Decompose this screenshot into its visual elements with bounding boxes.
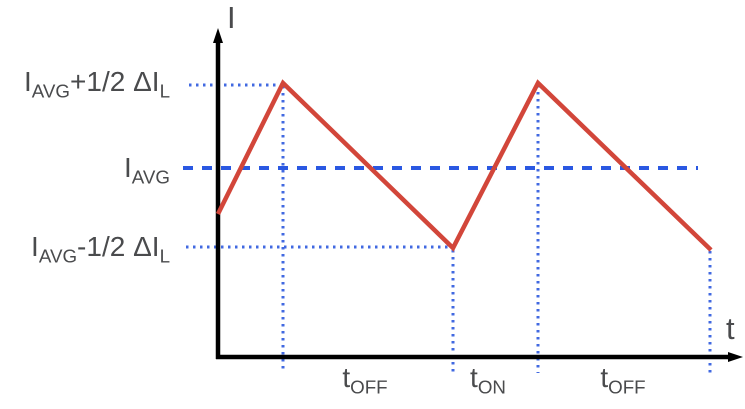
- t-off-1-base: t: [342, 362, 351, 393]
- y-axis-label: I: [227, 0, 236, 35]
- valley-level-label-mid: -1/2 ΔI: [77, 231, 160, 262]
- avg-level-label-base: I: [124, 152, 132, 183]
- avg-level-label-sub: AVG: [131, 166, 170, 188]
- t-off-2-label: tOFF: [575, 362, 671, 396]
- valley-level-label-base: I: [31, 231, 39, 262]
- t-on-base: t: [470, 362, 478, 393]
- avg-level-label: IAVG: [0, 152, 170, 186]
- peak-level-label-mid: +1/2 ΔI: [70, 66, 160, 97]
- t-on-label: tON: [440, 362, 536, 396]
- valley-level-label-sub2: L: [159, 245, 170, 267]
- t-off-2-sub: OFF: [608, 376, 646, 398]
- t-off-1-sub: OFF: [350, 376, 388, 398]
- inductor-current-waveform: [215, 79, 713, 252]
- peak-level-label-base: I: [24, 66, 32, 97]
- t-off-1-label: tOFF: [317, 362, 413, 396]
- peak-level-label: IAVG+1/2 ΔIL: [0, 66, 170, 100]
- y-axis-arrowhead: [213, 28, 223, 43]
- peak-level-label-sub1: AVG: [31, 80, 71, 102]
- t-on-sub: ON: [477, 376, 506, 398]
- valley-level-label-sub1: AVG: [38, 245, 78, 267]
- x-axis-label: t: [726, 311, 735, 346]
- peak-level-label-sub2: L: [159, 80, 170, 102]
- t-off-2-base: t: [600, 362, 609, 393]
- x-axis-arrowhead: [728, 352, 743, 362]
- valley-level-label: IAVG-1/2 ΔIL: [0, 231, 170, 265]
